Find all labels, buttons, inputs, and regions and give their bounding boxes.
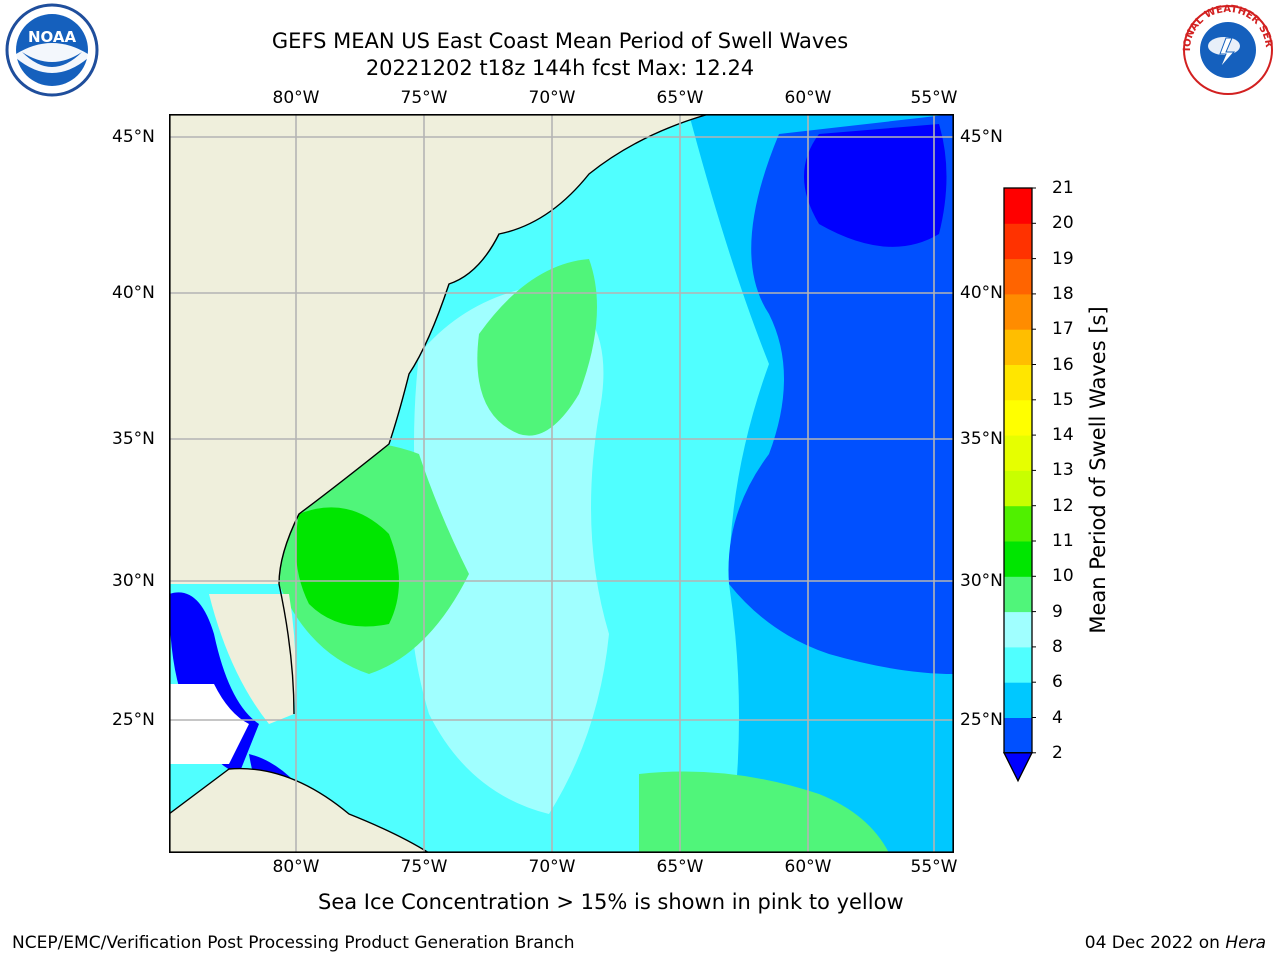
colorbar-tick-label: 19 bbox=[1052, 248, 1074, 269]
chart-title: GEFS MEAN US East Coast Mean Period of S… bbox=[271, 29, 849, 53]
land-florida bbox=[209, 594, 296, 724]
map-panel bbox=[169, 114, 954, 853]
lat-tick-left-40n: 40°N bbox=[112, 283, 155, 303]
lon-tick-bottom-55w: 55°W bbox=[910, 857, 958, 877]
colorbar-tick-label: 9 bbox=[1052, 601, 1063, 622]
colorbar-segment bbox=[1004, 435, 1032, 471]
colorbar-tick-label: 12 bbox=[1052, 495, 1074, 516]
noaa-logo-text: NOAA bbox=[28, 28, 77, 46]
colorbar-segment bbox=[1004, 646, 1032, 683]
colorbar-tick-label: 20 bbox=[1052, 213, 1074, 234]
swell-band-10-11s bbox=[295, 507, 399, 627]
lat-tick-right-30n: 30°N bbox=[960, 571, 1003, 591]
credit-text: NCEP/EMC/Verification Post Processing Pr… bbox=[12, 933, 575, 953]
colorbar-title: Mean Period of Swell Waves [s] bbox=[1086, 306, 1110, 634]
lon-tick-bottom-75w: 75°W bbox=[400, 857, 448, 877]
colorbar-segment bbox=[1004, 576, 1032, 613]
lat-tick-left-30n: 30°N bbox=[112, 571, 155, 591]
colorbar-segment bbox=[1004, 223, 1032, 260]
lon-tick-top-55w: 55°W bbox=[910, 88, 958, 108]
lon-tick-bottom-60w: 60°W bbox=[784, 857, 832, 877]
noaa-logo: NOAA bbox=[5, 3, 99, 97]
colorbar-tick-label: 17 bbox=[1052, 319, 1074, 340]
sea-ice-footnote: Sea Ice Concentration > 15% is shown in … bbox=[318, 890, 904, 914]
coastline-cuba bbox=[169, 767, 430, 853]
colorbar-segment bbox=[1004, 399, 1032, 436]
land-cuba bbox=[169, 768, 429, 853]
colorbar-tick-label: 14 bbox=[1052, 425, 1074, 446]
colorbar-segment bbox=[1004, 505, 1032, 542]
lon-tick-top-80w: 80°W bbox=[272, 88, 320, 108]
colorbar-tick-label: 13 bbox=[1052, 460, 1074, 481]
colorbar-segment bbox=[1004, 258, 1032, 295]
lon-tick-top-65w: 65°W bbox=[656, 88, 704, 108]
chart-subtitle: 20221202 t18z 144h fcst Max: 12.24 bbox=[365, 56, 755, 80]
colorbar-under-triangle bbox=[1002, 752, 1034, 783]
lat-tick-right-25n: 25°N bbox=[960, 710, 1003, 730]
no-data-region bbox=[169, 684, 249, 764]
coastline-east bbox=[278, 114, 710, 715]
colorbar-segment bbox=[1004, 611, 1032, 648]
swell-band-2-4s bbox=[728, 114, 954, 674]
colorbar-segment bbox=[1004, 682, 1032, 718]
colorbar-segment bbox=[1004, 329, 1032, 365]
lon-tick-top-70w: 70°W bbox=[528, 88, 576, 108]
host-name: Hera bbox=[1225, 933, 1266, 953]
colorbar-tick-label: 18 bbox=[1052, 283, 1074, 304]
lon-tick-bottom-80w: 80°W bbox=[272, 857, 320, 877]
swell-band-under-2s-north bbox=[804, 124, 947, 247]
date-text: 04 Dec 2022 bbox=[1084, 933, 1194, 953]
lat-tick-right-35n: 35°N bbox=[960, 429, 1003, 449]
map-frame-border bbox=[169, 114, 954, 853]
swell-band-9-10s-south bbox=[639, 771, 889, 853]
colorbar-tick-label: 11 bbox=[1052, 531, 1074, 551]
lon-tick-bottom-70w: 70°W bbox=[528, 857, 576, 877]
colorbar-tick-label: 15 bbox=[1052, 389, 1074, 410]
colorbar-tick-label: 8 bbox=[1052, 636, 1063, 657]
colorbar-segment bbox=[1004, 364, 1032, 401]
swell-period-map bbox=[169, 114, 954, 853]
lon-tick-top-60w: 60°W bbox=[784, 88, 832, 108]
colorbar-segment bbox=[1004, 188, 1032, 224]
colorbar-segment bbox=[1004, 293, 1032, 330]
colorbar-tick-label: 2 bbox=[1052, 742, 1063, 763]
lon-tick-bottom-65w: 65°W bbox=[656, 857, 704, 877]
colorbar-segment bbox=[1004, 541, 1032, 577]
colorbar-tick-label: 16 bbox=[1052, 354, 1074, 375]
colorbar-tick-label: 4 bbox=[1052, 707, 1063, 728]
date-stamp: 04 Dec 2022 on Hera bbox=[1085, 933, 1266, 953]
colorbar-tick-label: 21 bbox=[1052, 178, 1074, 198]
swell-band-9-10s-ne bbox=[477, 259, 597, 436]
lat-tick-left-45n: 45°N bbox=[112, 127, 155, 147]
colorbar-segment bbox=[1004, 470, 1032, 507]
lat-tick-right-45n: 45°N bbox=[960, 127, 1003, 147]
date-on-text: on bbox=[1193, 933, 1226, 953]
colorbar-tick-label: 10 bbox=[1052, 566, 1074, 587]
colorbar-segment bbox=[1004, 717, 1032, 754]
lat-tick-left-35n: 35°N bbox=[112, 429, 155, 449]
nws-logo: NATIONAL WEATHER SERVICE bbox=[1180, 2, 1274, 95]
lon-tick-top-75w: 75°W bbox=[400, 88, 448, 108]
lat-tick-right-40n: 40°N bbox=[960, 283, 1003, 303]
colorbar bbox=[1002, 187, 1036, 783]
graticule bbox=[169, 114, 954, 853]
lat-tick-left-25n: 25°N bbox=[112, 710, 155, 730]
colorbar-tick-label: 6 bbox=[1052, 672, 1063, 693]
land-north-america bbox=[169, 114, 709, 584]
